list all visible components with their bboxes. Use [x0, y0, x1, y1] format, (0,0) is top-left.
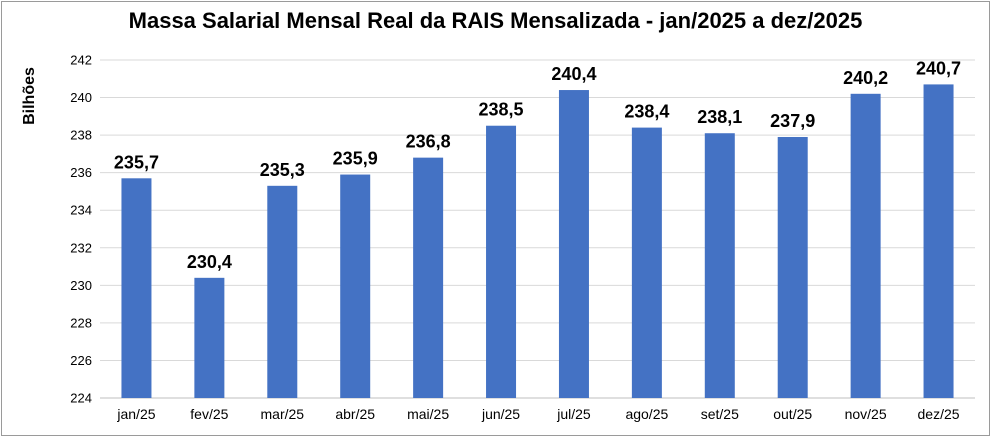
y-tick-label: 230	[70, 278, 92, 293]
bar-set-25	[704, 133, 735, 398]
x-tick-label: jun/25	[481, 406, 520, 422]
bar-abr-25	[340, 174, 371, 398]
y-tick-label: 242	[70, 53, 92, 68]
y-tick-label: 224	[70, 391, 92, 406]
y-tick-label: 234	[70, 203, 92, 218]
x-tick-label: out/25	[773, 406, 812, 422]
chart-title: Massa Salarial Mensal Real da RAIS Mensa…	[128, 8, 863, 33]
data-label: 240,2	[843, 68, 888, 88]
x-tick-label: mar/25	[261, 406, 305, 422]
data-label: 236,8	[406, 132, 451, 152]
x-tick-label: jul/25	[556, 406, 591, 422]
data-label: 235,7	[114, 152, 159, 172]
x-tick-label: jan/25	[116, 406, 155, 422]
bar-nov-25	[850, 93, 881, 399]
bar-jan-25	[121, 178, 152, 398]
y-tick-label: 236	[70, 165, 92, 180]
bar-dez-25	[923, 84, 954, 399]
bar-out-25	[777, 136, 808, 398]
data-label: 237,9	[770, 111, 815, 131]
data-label: 240,7	[916, 58, 961, 78]
bar-fev-25	[194, 277, 225, 398]
x-tick-label: set/25	[701, 406, 739, 422]
bar-mar-25	[267, 185, 298, 398]
data-label: 238,5	[479, 100, 524, 120]
bar-jul-25	[558, 90, 589, 399]
data-label: 230,4	[187, 252, 232, 272]
y-tick-label: 240	[70, 90, 92, 105]
data-label: 240,4	[551, 64, 596, 84]
y-tick-label: 226	[70, 353, 92, 368]
y-tick-label: 228	[70, 315, 92, 330]
x-tick-label: dez/25	[918, 406, 960, 422]
y-tick-label: 232	[70, 240, 92, 255]
x-tick-label: fev/25	[190, 406, 228, 422]
data-label: 238,1	[697, 107, 742, 127]
data-label: 235,9	[333, 149, 378, 169]
x-tick-label: ago/25	[625, 406, 668, 422]
data-label: 235,3	[260, 160, 305, 180]
x-tick-label: mai/25	[407, 406, 449, 422]
bar-mai-25	[413, 157, 444, 398]
bar-jun-25	[486, 125, 517, 398]
y-tick-label: 238	[70, 128, 92, 143]
x-tick-label: nov/25	[845, 406, 887, 422]
x-tick-label: abr/25	[335, 406, 375, 422]
data-label: 238,4	[624, 102, 669, 122]
bar-ago-25	[631, 127, 662, 398]
